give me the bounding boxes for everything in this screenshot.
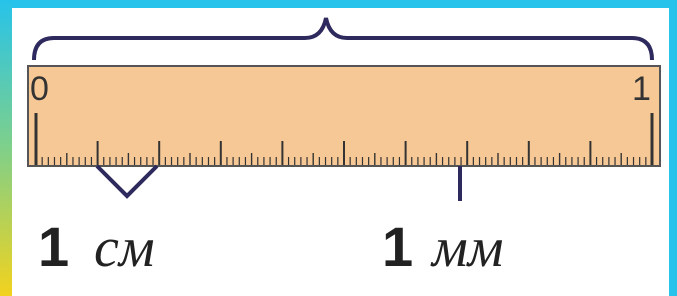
mm-unit: мм [430, 217, 503, 279]
ruler-start-label: 0 [30, 70, 49, 108]
ruler-diagram: 0 1 1 см 1 мм [0, 0, 677, 296]
cm-number: 1 [38, 215, 69, 278]
frame-right [669, 0, 677, 296]
mm-number: 1 [382, 215, 413, 278]
cm-unit: см [94, 217, 155, 279]
frame-left [0, 0, 12, 296]
ruler-end-label: 1 [632, 70, 651, 108]
frame-top [0, 0, 677, 8]
